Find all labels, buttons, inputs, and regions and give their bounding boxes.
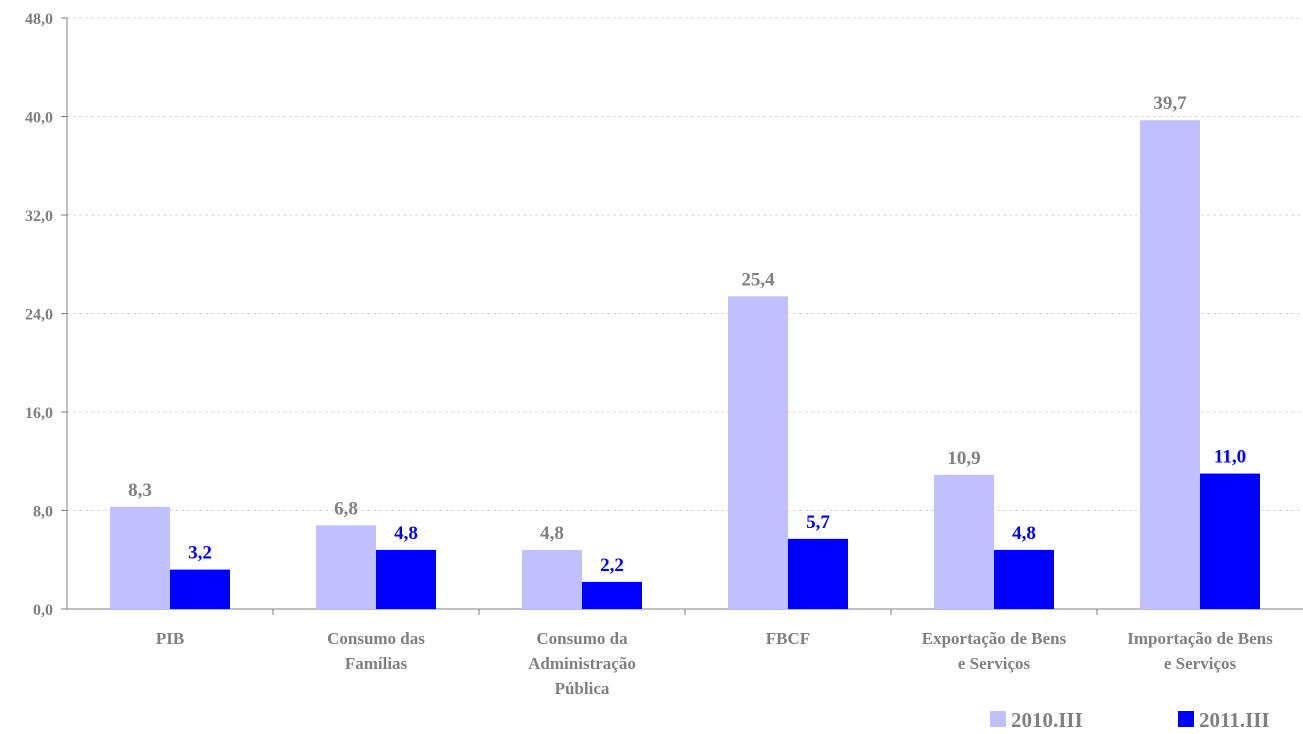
data-label: 2,2 xyxy=(600,555,624,576)
y-tick-label: 16,0 xyxy=(25,405,53,422)
category-label: Administração xyxy=(528,654,636,673)
bar-2011.III xyxy=(376,549,436,609)
bar-2010.III xyxy=(316,525,376,609)
data-label: 3,2 xyxy=(188,543,212,564)
y-tick-label: 32,0 xyxy=(25,208,53,225)
bar-2010.III xyxy=(522,549,582,609)
data-label: 4,8 xyxy=(540,523,564,544)
category-label: e Serviços xyxy=(958,654,1031,673)
category-label: e Serviços xyxy=(1164,654,1237,673)
category-label: PIB xyxy=(156,629,184,648)
bar-2011.III xyxy=(994,549,1054,609)
bar-2010.III xyxy=(934,474,994,609)
y-tick-label: 0,0 xyxy=(33,602,53,619)
y-tick-label: 48,0 xyxy=(25,11,53,28)
bar-2010.III xyxy=(728,296,788,609)
data-label: 6,8 xyxy=(334,498,358,519)
category-label: Pública xyxy=(555,679,610,698)
data-label: 10,9 xyxy=(947,448,980,469)
legend-label: 2010.III xyxy=(1011,708,1083,732)
legend-swatch xyxy=(1178,711,1194,727)
y-tick-label: 40,0 xyxy=(25,110,53,127)
bar-2011.III xyxy=(170,569,230,609)
bar-2011.III xyxy=(582,581,642,609)
legend-swatch xyxy=(990,711,1006,727)
bar-2010.III xyxy=(110,506,170,609)
data-label: 4,8 xyxy=(394,523,418,544)
data-label: 25,4 xyxy=(741,269,775,290)
data-label: 11,0 xyxy=(1214,447,1246,468)
bar-2011.III xyxy=(1200,473,1260,609)
category-label: Consumo das xyxy=(327,629,425,648)
bar-2011.III xyxy=(788,538,848,609)
category-label: Famílias xyxy=(345,654,408,673)
data-label: 39,7 xyxy=(1153,93,1187,114)
category-label: Importação de Bens xyxy=(1127,629,1273,648)
category-label: Exportação de Bens xyxy=(922,629,1067,648)
data-label: 4,8 xyxy=(1012,523,1036,544)
category-label: Consumo da xyxy=(536,629,628,648)
bar-2010.III xyxy=(1140,120,1200,609)
y-tick-label: 8,0 xyxy=(33,504,53,521)
data-label: 8,3 xyxy=(128,480,152,501)
category-label: FBCF xyxy=(766,629,810,648)
data-label: 5,7 xyxy=(806,512,830,533)
legend-label: 2011.III xyxy=(1199,708,1270,732)
y-tick-label: 24,0 xyxy=(25,307,53,324)
